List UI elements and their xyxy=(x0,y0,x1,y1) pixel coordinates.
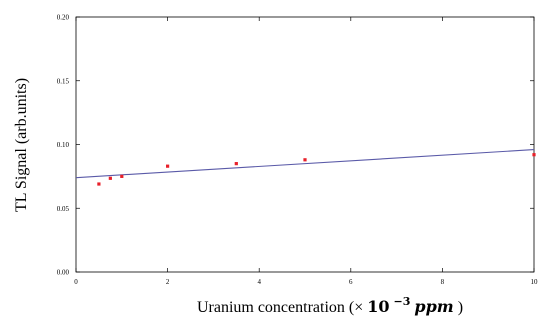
data-point xyxy=(166,164,170,168)
x-tick-label: 4 xyxy=(257,278,261,286)
y-tick-label: 0.15 xyxy=(57,77,70,85)
data-point xyxy=(303,158,307,162)
x-axis-title-base: 10 xyxy=(367,297,389,316)
x-tick-label: 6 xyxy=(349,278,353,286)
x-axis-title-unit: ppm xyxy=(414,297,453,316)
x-tick-label: 2 xyxy=(166,278,170,286)
y-axis-title: TL Signal (arb.units) xyxy=(13,78,30,212)
plot-frame xyxy=(75,16,535,273)
y-tick-label: 0.05 xyxy=(57,205,70,213)
x-tick-label: 10 xyxy=(531,278,539,286)
fit-layer xyxy=(75,149,535,179)
y-tick-label: 0.10 xyxy=(57,141,70,149)
data-point xyxy=(532,153,536,157)
fit-line xyxy=(75,149,535,179)
y-tick-label: 0.00 xyxy=(57,269,70,277)
data-point xyxy=(97,182,101,186)
x-axis-title-main: Uranium concentration xyxy=(197,299,345,316)
x-tick-label: 8 xyxy=(441,278,445,286)
y-ticks: 0.00 0.05 0.10 0.15 0.20 xyxy=(57,14,534,277)
data-point xyxy=(234,162,238,166)
points-layer xyxy=(97,153,536,186)
x-axis-title-exponent: −3 xyxy=(394,295,411,308)
x-axis-title-suffix: ) xyxy=(458,299,463,316)
x-tick-label: 0 xyxy=(74,278,78,286)
y-tick-label: 0.20 xyxy=(57,14,70,22)
x-axis-title-prefix: (× xyxy=(349,299,367,316)
x-axis-title: Uranium concentration (× 10 −3 ppm ) xyxy=(197,292,463,316)
data-point xyxy=(108,176,112,180)
data-point xyxy=(120,174,124,178)
x-ticks: 0 2 4 6 8 10 xyxy=(74,17,538,286)
